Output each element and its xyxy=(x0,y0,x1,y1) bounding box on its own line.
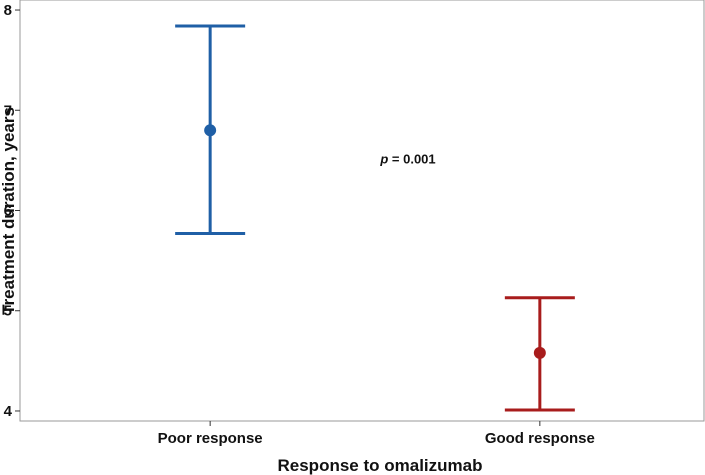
y-tick-label: 8 xyxy=(4,2,12,19)
x-tick-label: Poor response xyxy=(158,430,263,447)
x-tick-label: Good response xyxy=(485,430,595,447)
annotation-p-symbol: p xyxy=(379,151,388,166)
annotation-p-value: p = 0.001 xyxy=(379,151,435,166)
y-tick-label: 6 xyxy=(4,203,12,220)
y-axis-title: Treatment duration, years xyxy=(0,107,18,315)
error-bar-group xyxy=(504,296,575,412)
y-tick-label: 4 xyxy=(4,403,13,420)
y-tick-label: 5 xyxy=(4,303,12,320)
error-bar-group xyxy=(175,24,246,236)
y-axis: 4 5 6 7 8 xyxy=(4,2,20,420)
x-axis: Poor response Good response xyxy=(158,421,595,447)
mean-point xyxy=(533,346,546,359)
data-marks xyxy=(175,24,575,412)
x-axis-title: Response to omalizumab xyxy=(278,456,483,475)
plot-frame xyxy=(19,0,705,422)
y-tick-label: 7 xyxy=(4,102,12,119)
mean-point xyxy=(204,124,217,137)
annotation-p-text: = 0.001 xyxy=(388,151,435,166)
